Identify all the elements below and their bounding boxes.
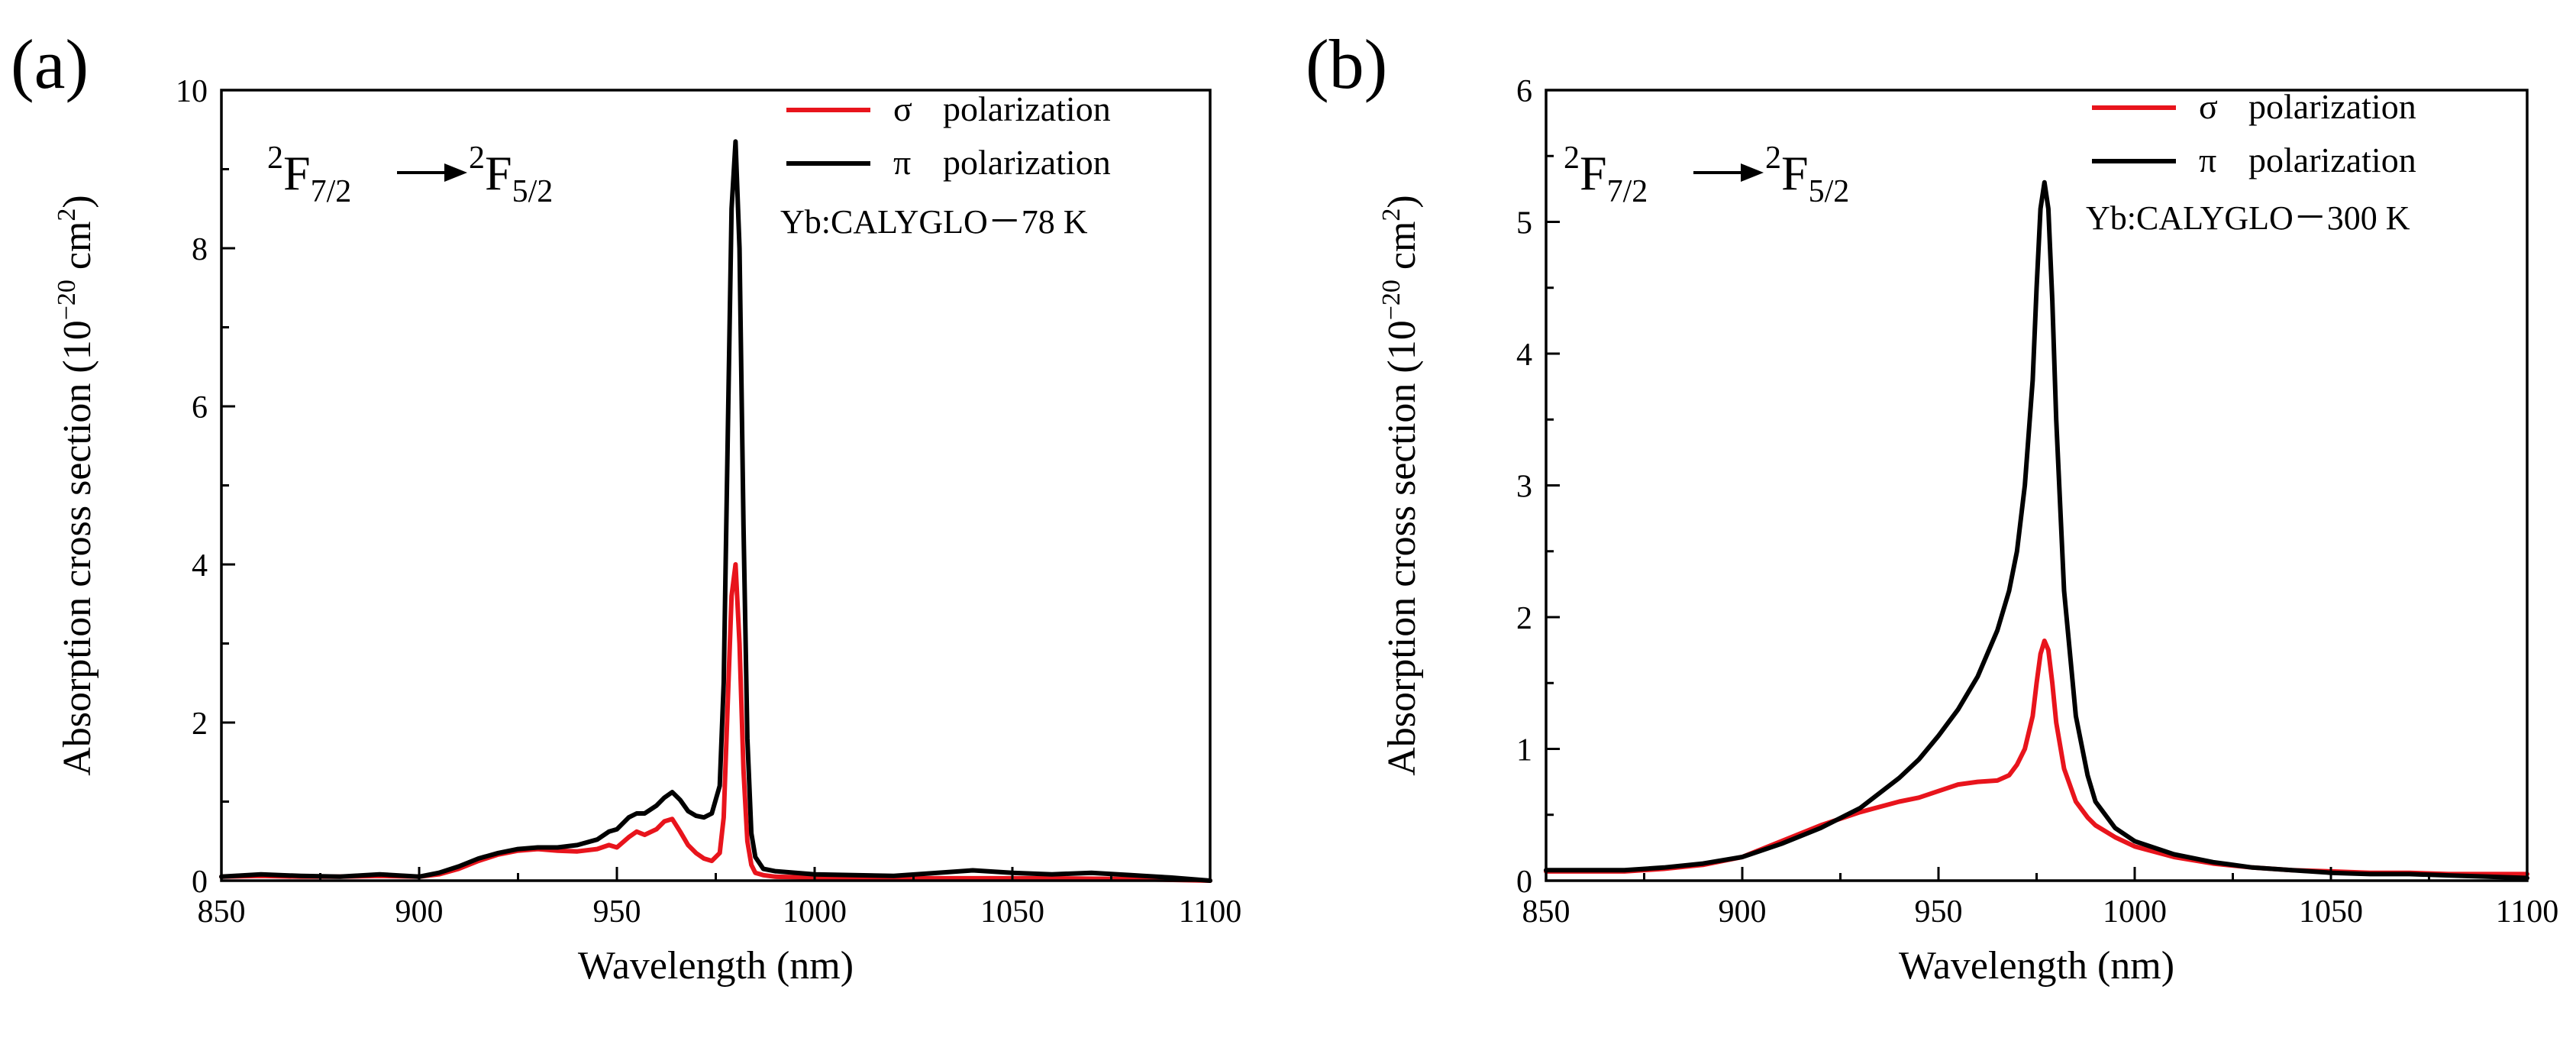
panel-b-x-tick-label: 1050 <box>2299 894 2363 930</box>
panel-a-x-tick-label: 850 <box>198 894 246 930</box>
panel-a-legend-pi-symbol: π <box>893 143 911 182</box>
panel-b-series-pi-line <box>1544 179 2529 881</box>
panel-b-y-tick-label: 3 <box>1516 470 1532 505</box>
panel-b-transition-sup-1: 2 <box>1564 141 1580 176</box>
panel-a-chart: (a) 850 900 950 1000 1050 1100 0 2 4 6 8 10 Wavelengt… <box>11 25 1241 988</box>
panel-a-transition-label-2: 2F5/2 <box>469 141 553 209</box>
panel-b-panel-label: (b) <box>1306 25 1387 103</box>
panel-b-legend-sigma-symbol: σ <box>2199 87 2218 126</box>
panel-b-y-axis-title-close: ) <box>1380 195 1424 208</box>
panel-b-x-tick-label: 1100 <box>2496 894 2558 930</box>
panel-b-legend-pi-label: polarization <box>2248 141 2416 179</box>
panel-a-legend-sigma-symbol: σ <box>893 89 912 128</box>
panel-b-legend-sigma-label: polarization <box>2248 87 2416 126</box>
panel-b-transition-label-2: 2F5/2 <box>1765 141 1849 209</box>
panel-a-series-sigma-line <box>219 562 1212 883</box>
panel-b-transition-arrow-head <box>1741 163 1764 182</box>
panel-a-transition-sup-1: 2 <box>267 141 283 176</box>
panel-b-transition-sup-2: 2 <box>1765 141 1781 176</box>
panel-a-panel-label: (a) <box>11 25 89 103</box>
panel-b-y-tick-label: 2 <box>1516 601 1532 636</box>
panel-b-x-tick-label: 950 <box>1915 894 1963 930</box>
panel-b-y-axis-title-unit-exponent: 2 <box>1377 209 1406 222</box>
panel-b-x-tick-label: 1000 <box>2103 894 2167 930</box>
panel-b-y-tick-label: 6 <box>1516 74 1532 109</box>
panel-a-y-tick-label: 0 <box>192 865 208 900</box>
panel-a-y-tick-label: 6 <box>192 390 208 425</box>
panel-b-x-tick-label: 850 <box>1522 894 1570 930</box>
panel-a-x-tick-label: 1050 <box>980 894 1044 930</box>
panel-b-y-axis-title: Absorption cross section (10−20 cm2) <box>1377 195 1424 776</box>
panel-b-y-tick-label: 5 <box>1516 206 1532 241</box>
panel-a-x-tick-label: 1100 <box>1179 894 1241 930</box>
panel-a-y-tick-label: 8 <box>192 232 208 267</box>
panel-a-y-tick-label: 10 <box>176 74 208 109</box>
panel-a-y-axis-title-unit: cm <box>56 222 99 280</box>
panel-b-transition-sub-1: 7/2 <box>1607 174 1648 209</box>
panel-a-series-pi-line <box>219 139 1212 883</box>
panel-a-y-axis-title: Absorption cross section (10−20 cm2) <box>53 195 99 776</box>
panel-a-x-tick-label: 1000 <box>783 894 847 930</box>
panel-b-y-axis-title-main: Absorption cross section (10 <box>1380 320 1424 775</box>
panel-a-y-axis-title-close: ) <box>56 195 99 208</box>
panel-b-y-tick-label: 1 <box>1516 733 1532 768</box>
panel-b-x-axis-title: Wavelength (nm) <box>1899 944 2174 988</box>
panel-b-chart: (b) 850 900 950 1000 1050 1100 0 1 2 3 4 5 6 Wavelengt… <box>1306 25 2558 988</box>
panel-a-transition-sub-1: 7/2 <box>311 174 352 209</box>
panel-b-legend-pi-symbol: π <box>2199 141 2216 179</box>
panel-a-y-tick-label: 4 <box>192 548 208 584</box>
panel-b-y-axis-title-unit: cm <box>1380 222 1424 280</box>
panel-b-transition-base-1: F <box>1580 146 1607 200</box>
panel-b-transition-label: 2F7/2 <box>1564 141 1648 209</box>
panel-a-transition-label: 2F7/2 <box>267 141 351 209</box>
panel-a-y-axis-title-unit-exponent: 2 <box>53 209 81 222</box>
panel-a-y-axis-title-main: Absorption cross section (10 <box>56 320 99 775</box>
panel-a-transition-sup-2: 2 <box>469 141 485 176</box>
panel-b-series-sigma-line <box>1544 639 2529 877</box>
panel-a-transition-arrow-head <box>444 163 467 182</box>
panel-a-x-axis-title: Wavelength (nm) <box>578 944 854 988</box>
panel-a-y-tick-label: 2 <box>192 707 208 742</box>
panel-a-x-tick-label: 950 <box>593 894 641 930</box>
panel-a-transition-sub-2: 5/2 <box>512 174 554 209</box>
panel-a-y-axis-title-exponent: −20 <box>53 280 81 320</box>
panel-a-transition-base-2: F <box>485 146 512 200</box>
panel-a-legend-pi-label: polarization <box>943 143 1111 182</box>
panel-a-legend-sigma-label: polarization <box>943 89 1111 128</box>
panel-b-transition-base-2: F <box>1781 146 1809 200</box>
panel-b-y-tick-label: 0 <box>1516 865 1532 900</box>
panel-a-sample-annotation: Yb:CALYGLO－78 K <box>780 203 1088 241</box>
panel-b-x-tick-label: 900 <box>1719 894 1767 930</box>
panel-b-y-axis-title-exponent: −20 <box>1377 280 1406 320</box>
panel-b-transition-sub-2: 5/2 <box>1809 174 1850 209</box>
panel-a-transition-base-1: F <box>283 146 311 200</box>
panel-a-x-tick-label: 900 <box>395 894 444 930</box>
panel-b-y-tick-label: 4 <box>1516 338 1532 373</box>
panel-b-sample-annotation: Yb:CALYGLO－300 K <box>2086 199 2410 237</box>
